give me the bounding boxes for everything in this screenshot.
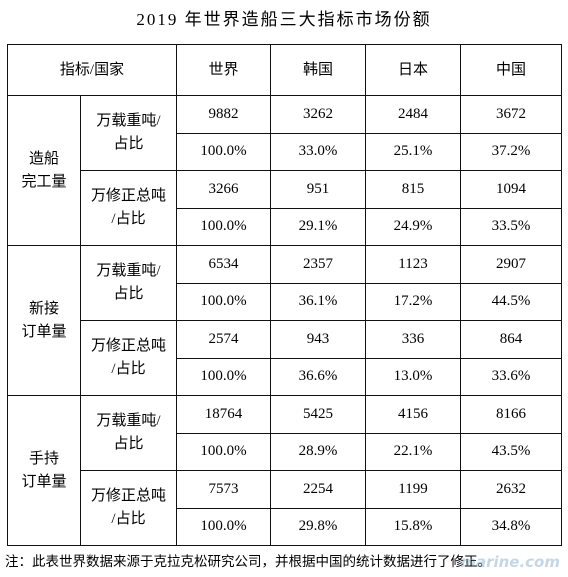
value-cell: 8166 [460, 395, 563, 434]
table-row: 新接 订单量 万载重吨/ 占比 6534 2357 1123 2907 [7, 245, 563, 396]
value-cell: 943 [270, 320, 367, 359]
table-row: 万修正总吨 /占比 7573 2254 1199 2632 [8, 470, 563, 546]
table-row: 100.0% 28.9% 22.1% 43.5% [8, 432, 563, 471]
table-row: 万修正总吨 /占比 3266 951 815 1094 [8, 170, 563, 246]
value-cell: 3672 [460, 95, 563, 134]
share-cell: 33.5% [460, 207, 563, 246]
value-cell: 2484 [365, 95, 462, 134]
share-cell: 17.2% [365, 282, 462, 321]
share-cell: 100.0% [176, 207, 272, 246]
value-cell: 5425 [270, 395, 367, 434]
column-header-china: 中国 [460, 44, 563, 96]
share-cell: 44.5% [460, 282, 563, 321]
metric-label-dwt: 万载重吨/ 占比 [79, 95, 178, 171]
share-cell: 33.0% [270, 132, 367, 171]
value-cell: 336 [365, 320, 462, 359]
value-cell: 4156 [365, 395, 462, 434]
table-row: 100.0% 36.6% 13.0% 33.6% [8, 357, 563, 396]
table-row: 100.0% 36.1% 17.2% 44.5% [8, 282, 563, 321]
table-row: 万修正总吨 /占比 2574 943 336 864 [8, 320, 563, 396]
share-cell: 33.6% [460, 357, 563, 396]
table-row: 100.0% 29.8% 15.8% 34.8% [8, 507, 563, 546]
share-cell: 28.9% [270, 432, 367, 471]
value-cell: 9882 [176, 95, 272, 134]
value-cell: 2632 [460, 470, 563, 509]
column-header-world: 世界 [176, 44, 272, 96]
share-cell: 36.1% [270, 282, 367, 321]
value-cell: 1199 [365, 470, 462, 509]
share-cell: 29.1% [270, 207, 367, 246]
value-cell: 815 [365, 170, 462, 209]
share-cell: 13.0% [365, 357, 462, 396]
value-cell: 2907 [460, 245, 563, 284]
share-cell: 100.0% [176, 357, 272, 396]
table-row: 手持 订单量 万载重吨/ 占比 18764 5425 4156 8166 [7, 395, 563, 546]
share-cell: 25.1% [365, 132, 462, 171]
share-cell: 100.0% [176, 507, 272, 546]
share-cell: 29.8% [270, 507, 367, 546]
metric-label-cgt: 万修正总吨 /占比 [79, 320, 178, 396]
value-cell: 864 [460, 320, 563, 359]
value-cell: 3262 [270, 95, 367, 134]
value-cell: 7573 [176, 470, 272, 509]
share-cell: 100.0% [176, 432, 272, 471]
group-label-new-orders: 新接 订单量 [7, 245, 81, 396]
value-cell: 1094 [460, 170, 563, 209]
group-label-orderbook: 手持 订单量 [7, 395, 81, 546]
column-header-japan: 日本 [365, 44, 462, 96]
group-label-shipbuilding-completions: 造船 完工量 [7, 95, 81, 246]
share-cell: 34.8% [460, 507, 563, 546]
share-cell: 37.2% [460, 132, 563, 171]
share-cell: 24.9% [365, 207, 462, 246]
corner-header: 指标/国家 [6, 44, 178, 96]
value-cell: 951 [270, 170, 367, 209]
value-cell: 18764 [176, 395, 272, 434]
value-cell: 6534 [176, 245, 272, 284]
market-share-table: 指标/国家 世界 韩国 日本 中国 造船 完工量 万载重吨/ 占比 9882 3… [6, 44, 563, 546]
table-row: 造船 完工量 万载重吨/ 占比 9882 3262 2484 3672 [7, 95, 563, 246]
header-row: 指标/国家 世界 韩国 日本 中国 [6, 44, 563, 96]
watermark: marine.com [460, 553, 560, 571]
metric-label-cgt: 万修正总吨 /占比 [79, 170, 178, 246]
table-row: 100.0% 33.0% 25.1% 37.2% [8, 132, 563, 171]
table-title: 2019 年世界造船三大指标市场份额 [136, 10, 432, 29]
value-cell: 1123 [365, 245, 462, 284]
metric-label-dwt: 万载重吨/ 占比 [79, 395, 178, 471]
table-row: 100.0% 29.1% 24.9% 33.5% [8, 207, 563, 246]
column-header-korea: 韩国 [270, 44, 367, 96]
share-cell: 43.5% [460, 432, 563, 471]
value-cell: 3266 [176, 170, 272, 209]
value-cell: 2357 [270, 245, 367, 284]
share-cell: 15.8% [365, 507, 462, 546]
table-footnote: 注：此表世界数据来源于克拉克松研究公司，并根据中国的统计数据进行了修正。 [5, 554, 491, 569]
share-cell: 22.1% [365, 432, 462, 471]
metric-label-dwt: 万载重吨/ 占比 [79, 245, 178, 321]
metric-label-cgt: 万修正总吨 /占比 [79, 470, 178, 546]
value-cell: 2254 [270, 470, 367, 509]
share-cell: 100.0% [176, 282, 272, 321]
share-cell: 36.6% [270, 357, 367, 396]
share-cell: 100.0% [176, 132, 272, 171]
value-cell: 2574 [176, 320, 272, 359]
